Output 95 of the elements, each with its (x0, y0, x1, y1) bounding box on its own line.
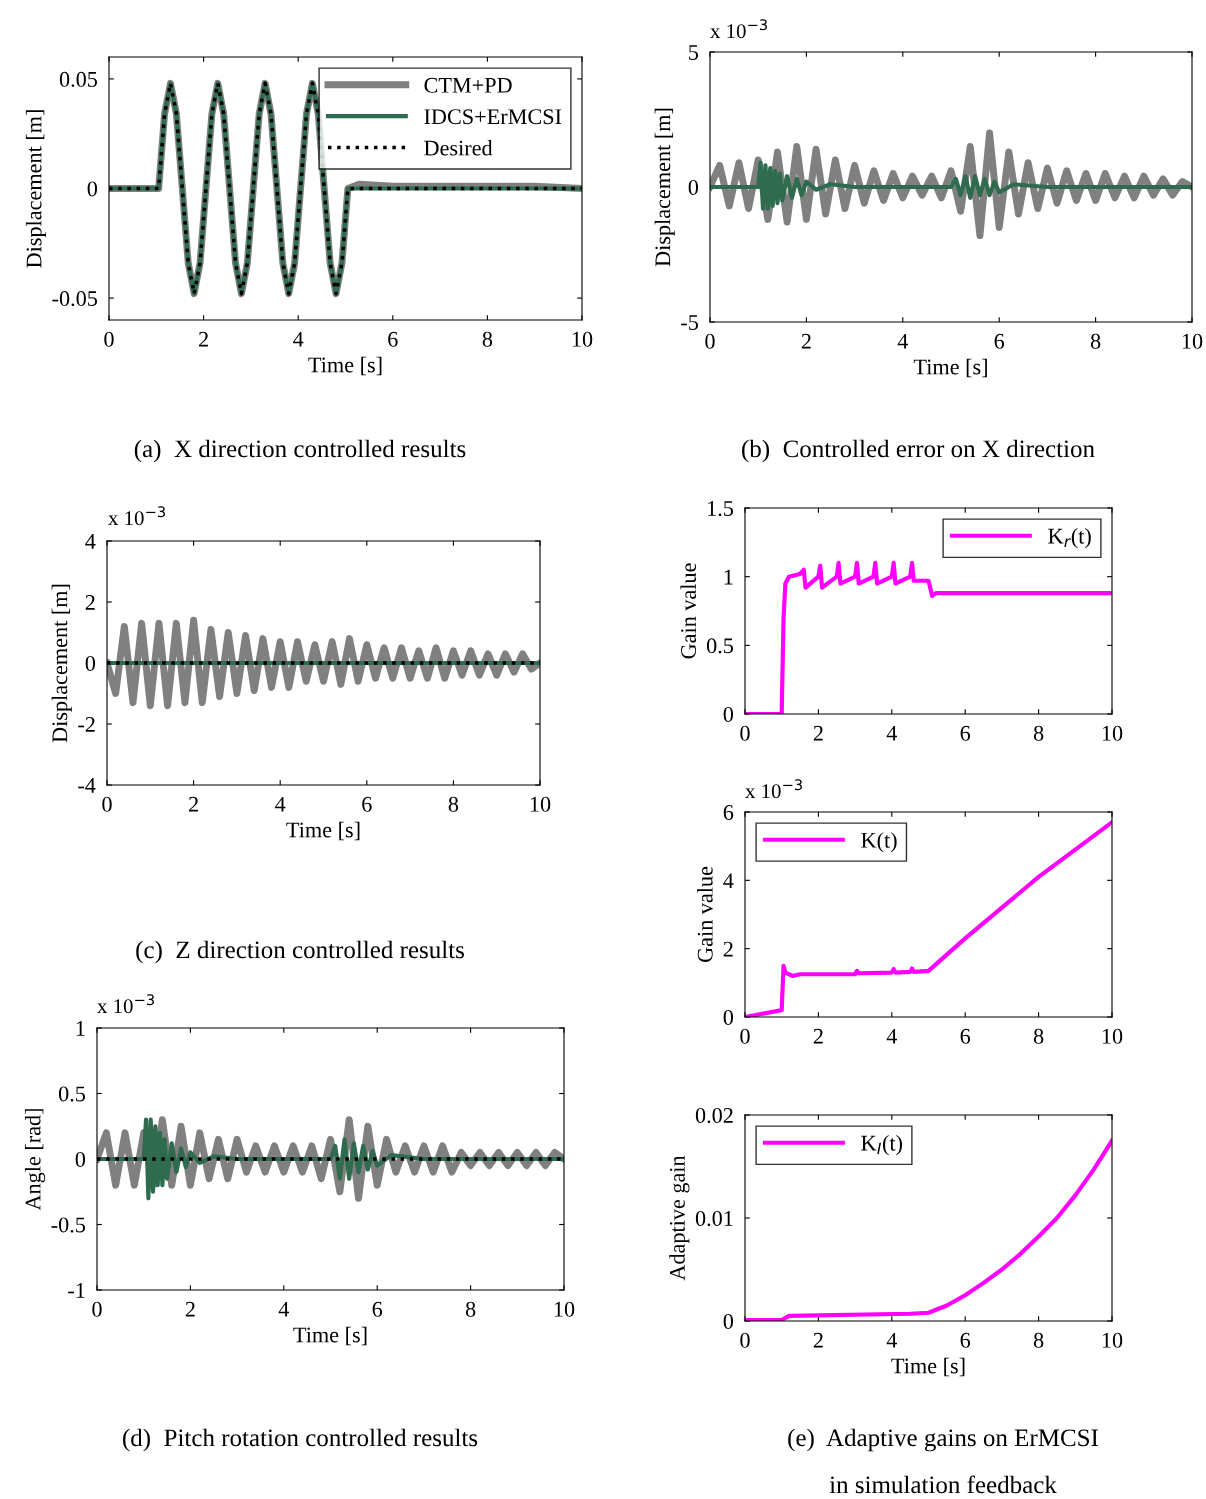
x-tick-label: 0 (740, 1332, 750, 1348)
x-tick-label: 0 (102, 796, 112, 812)
x-tick-label: 10 (572, 331, 593, 347)
y-tick-label: 0.5 (58, 1086, 86, 1102)
x-axis-title: Time [s] (293, 1326, 367, 1346)
x-tick-label: 6 (388, 331, 398, 347)
text: in simulation feedback (829, 1475, 1057, 1494)
x-tick-label: 2 (801, 333, 811, 349)
legend-label: IDCS+ErMCSI (424, 109, 562, 125)
x-tick-label: 4 (275, 796, 286, 812)
x-tick-label: 4 (886, 1332, 898, 1348)
x-tick-label: 8 (448, 796, 459, 812)
x-tick-label: 10 (530, 796, 551, 812)
x-tick-label: 6 (994, 333, 1005, 349)
y-tick-label: 0 (723, 1009, 734, 1025)
legend-label: K$_{r}$(t) (1048, 528, 1091, 549)
text: x 10$^{−3}$ (745, 779, 802, 799)
text: (c) Z direction controlled results (136, 940, 464, 964)
y-tick-label: -1 (68, 1283, 85, 1298)
x-tick-label: 10 (1102, 1028, 1123, 1044)
text: (e) Adaptive gains on ErMCSI (788, 1428, 1098, 1452)
x-tick-label: 6 (960, 1028, 971, 1044)
x-tick-label: 4 (293, 331, 304, 347)
x-tick-label: 0 (104, 331, 114, 347)
legend-label: K(t) (861, 832, 897, 853)
y-tick-label: -0.05 (52, 291, 98, 307)
x-axis-title: Time [s] (913, 358, 987, 378)
x-tick-label: 6 (372, 1301, 383, 1317)
y-tick-label: 1 (76, 1021, 85, 1036)
y-axis-title: Angle [rad] (24, 1109, 46, 1211)
y-tick-label: 2 (85, 594, 95, 610)
legend-label: K$_{I}$(t) (861, 1135, 903, 1156)
y-tick-label: 1 (724, 569, 733, 585)
y-tick-label: -5 (681, 315, 699, 330)
x-tick-label: 4 (886, 725, 898, 741)
y-axis-title: Gain value (697, 866, 713, 963)
y-tick-label: 0.5 (706, 638, 734, 654)
x-axis-title: Time [s] (286, 821, 360, 841)
x-tick-label: 2 (189, 796, 198, 812)
y-tick-label: 2 (723, 941, 733, 957)
x-tick-label: 0 (740, 725, 750, 741)
text: (d) Pitch rotation controlled results (123, 1428, 478, 1452)
y-tick-label: 0.01 (695, 1210, 733, 1227)
x-tick-label: 10 (554, 1301, 575, 1317)
x-tick-label: 2 (813, 1332, 823, 1348)
y-tick-label: -0.5 (51, 1217, 86, 1233)
text: (b) Controlled error on X direction (742, 439, 1095, 463)
y-tick-label: 0 (75, 1151, 86, 1167)
y-tick-label: 0 (85, 655, 96, 671)
x-tick-label: 8 (465, 1301, 476, 1317)
y-tick-label: 0 (723, 1313, 734, 1329)
y-axis-title: Adaptive gain (669, 1155, 690, 1281)
x-axis-title: Time [s] (308, 356, 382, 376)
x-tick-label: 6 (960, 1332, 971, 1348)
x-tick-label: 2 (185, 1301, 195, 1317)
text: x 10$^{−3}$ (710, 19, 767, 39)
y-axis-title: Gain value (680, 563, 697, 659)
y-tick-label: 0 (723, 706, 734, 722)
y-axis-title: Displacement [m] (51, 584, 72, 743)
x-tick-label: 6 (960, 725, 971, 741)
text: x 10$^{−3}$ (97, 994, 154, 1014)
x-axis-title: Time [s] (891, 1357, 965, 1377)
y-axis-title: Displacement [m] (654, 108, 675, 267)
line-series (710, 160, 1192, 211)
y-tick-label: 4 (723, 873, 734, 889)
y-tick-label: 0.02 (695, 1107, 733, 1124)
x-tick-label: 6 (362, 796, 372, 812)
x-tick-label: 10 (1182, 333, 1203, 349)
x-tick-label: 8 (482, 331, 493, 347)
x-tick-label: 2 (199, 331, 208, 347)
text: (a) X direction controlled results (134, 439, 466, 463)
y-tick-label: 4 (85, 534, 96, 549)
y-tick-label: 0.05 (59, 71, 98, 87)
y-tick-label: 0 (87, 181, 98, 197)
text: x 10$^{−3}$ (108, 506, 165, 526)
x-tick-label: 10 (1102, 1332, 1123, 1348)
y-axis-title: Displacement [m] (25, 110, 47, 268)
x-tick-label: 4 (897, 333, 909, 349)
y-tick-label: 5 (689, 45, 699, 60)
legend-label: CTM+PD (424, 77, 512, 93)
y-tick-label: 1.5 (708, 501, 734, 517)
x-tick-label: 2 (813, 725, 823, 741)
x-tick-label: 8 (1033, 725, 1044, 741)
x-tick-label: 2 (813, 1028, 823, 1044)
x-tick-label: 8 (1090, 333, 1101, 349)
y-tick-label: 0 (688, 179, 699, 195)
x-tick-label: 4 (278, 1301, 290, 1317)
x-tick-label: 0 (740, 1028, 750, 1044)
x-tick-label: 8 (1033, 1028, 1044, 1044)
x-tick-label: 10 (1102, 725, 1123, 741)
legend-label: Desired (424, 139, 493, 156)
x-tick-label: 4 (886, 1028, 898, 1044)
y-tick-label: -2 (78, 716, 95, 732)
x-tick-label: 8 (1033, 1332, 1044, 1348)
y-tick-label: -4 (78, 778, 96, 793)
